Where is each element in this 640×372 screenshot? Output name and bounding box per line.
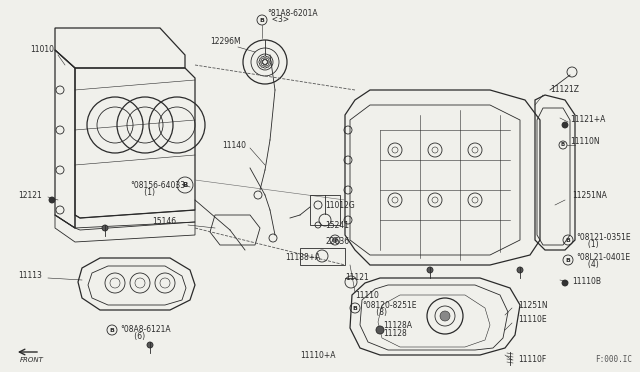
Text: (1): (1) (576, 240, 598, 248)
Text: 11251N: 11251N (518, 301, 548, 310)
Text: B: B (353, 305, 357, 311)
Text: 11251NA: 11251NA (572, 192, 607, 201)
Text: °08121-0351E: °08121-0351E (576, 232, 630, 241)
Text: °08L21-0401E: °08L21-0401E (576, 253, 630, 262)
Text: 15241: 15241 (325, 221, 349, 230)
Text: 11110N: 11110N (570, 138, 600, 147)
Text: 11128A: 11128A (383, 321, 412, 330)
Text: (4): (4) (576, 260, 599, 269)
Text: 11121: 11121 (345, 273, 369, 282)
Circle shape (333, 237, 337, 243)
Text: 11113: 11113 (18, 270, 42, 279)
Text: °08120-8251E: °08120-8251E (362, 301, 417, 310)
Text: F:000.IC: F:000.IC (595, 355, 632, 364)
Text: B: B (260, 17, 264, 22)
Text: 11110B: 11110B (572, 278, 601, 286)
Text: 11121+A: 11121+A (570, 115, 605, 125)
Text: (6): (6) (120, 333, 145, 341)
Text: 11121Z: 11121Z (550, 86, 579, 94)
Text: 11188+A: 11188+A (285, 253, 321, 263)
Circle shape (376, 326, 384, 334)
Text: B: B (182, 182, 188, 188)
Text: 11128: 11128 (383, 328, 407, 337)
Circle shape (440, 311, 450, 321)
Circle shape (562, 280, 568, 286)
Text: 11010: 11010 (30, 45, 54, 55)
Circle shape (49, 197, 55, 203)
Text: (1): (1) (130, 187, 155, 196)
Text: <3>: <3> (267, 16, 289, 25)
Text: 11012G: 11012G (325, 201, 355, 209)
Text: 12121: 12121 (18, 190, 42, 199)
Circle shape (102, 225, 108, 231)
Circle shape (562, 122, 568, 128)
Text: 11110: 11110 (355, 291, 379, 299)
Text: 11110E: 11110E (518, 315, 547, 324)
Text: °08A8-6121A: °08A8-6121A (120, 326, 171, 334)
Text: 22636: 22636 (325, 237, 349, 247)
Text: FRONT: FRONT (20, 357, 44, 363)
Text: B: B (566, 237, 570, 243)
Text: 11110F: 11110F (518, 356, 547, 365)
Text: 12296M: 12296M (210, 38, 241, 46)
Circle shape (427, 267, 433, 273)
Text: B: B (566, 257, 570, 263)
Circle shape (147, 342, 153, 348)
Text: B: B (109, 327, 115, 333)
Text: B: B (561, 142, 565, 148)
Text: (8): (8) (362, 308, 387, 317)
Text: °81A8-6201A: °81A8-6201A (267, 10, 317, 19)
Text: 15146: 15146 (152, 218, 176, 227)
Text: 11110+A: 11110+A (300, 350, 335, 359)
Text: 11140: 11140 (222, 141, 246, 150)
Text: °08156-64033: °08156-64033 (130, 180, 185, 189)
Circle shape (517, 267, 523, 273)
